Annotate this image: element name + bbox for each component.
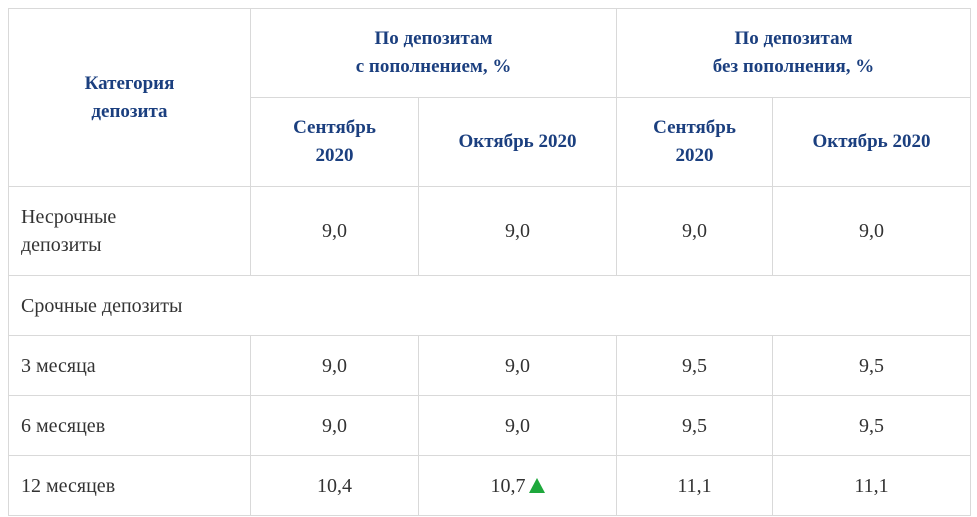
header-cell: Сентябрь 2020 [616,97,774,187]
rate-cell: 10,7 [417,455,618,516]
table-row: 12 месяцев 10,4 10,7 11,1 11,1 [8,455,972,516]
cell-text: 11,1 [854,474,889,497]
rate-cell: 11,1 [772,455,972,516]
header-cell: Категория депозита [8,8,251,187]
rate-cell: 9,5 [772,335,972,396]
cell-text: 9,0 [322,220,347,242]
cell-text: 11,1 [677,474,712,497]
table-row: Несрочные депозиты 9,0 9,0 9,0 9,0 [8,186,972,276]
rate-cell: 9,0 [250,335,419,396]
header-row: Категория депозита По депозитам с пополн… [8,8,972,187]
table-body: Несрочные депозиты 9,0 9,0 9,0 9,0 Срочные де… [7,186,972,516]
cell-text: 12 месяцев [21,474,116,497]
table-row: 6 месяцев 9,0 9,0 9,5 9,5 [8,395,972,456]
cell-text: 9,0 [322,354,347,377]
cell-text: 9,5 [682,414,708,437]
table-row: Срочные депозиты [7,275,972,336]
rates-table: Категория депозита По депозитам с пополн… [7,8,972,516]
rate-cell: 11,1 [616,455,774,516]
row-label: Срочные депозиты [7,275,972,336]
cell-text: 9,0 [859,220,885,242]
cell-text: 9,5 [682,354,708,377]
cell-text: 9,0 [682,220,708,242]
header-cell: По депозитам без пополнения, % [616,8,972,98]
cell-text: 10,4 [317,474,352,497]
rate-cell: 9,0 [417,186,618,276]
header-cell: Сентябрь 2020 [250,97,419,187]
rate-cell: 9,5 [616,395,774,456]
cell-text: Срочные депозиты [21,294,183,317]
cell-text: 10,7 [490,474,526,497]
increase-arrow [528,477,545,493]
rate-cell: 9,0 [417,335,618,396]
header-cell: По депозитам с пополнением, % [249,8,618,98]
cell-text: 9,0 [322,414,347,437]
cell-text: 9,0 [505,414,530,437]
row-label: 3 месяца [8,335,251,396]
cell-text: 9,0 [505,220,530,242]
rate-cell: 9,5 [772,395,972,456]
cell-text: 9,5 [859,354,885,377]
rate-cell: 10,4 [250,455,419,516]
cell-text: 9,0 [505,354,530,377]
header-cell: Октябрь 2020 [772,97,972,187]
row-label: Несрочные депозиты [8,186,251,276]
header-row: Сентябрь 2020 Октябрь 2020 Сентябрь 2020… [9,97,972,187]
header-cell: Октябрь 2020 [417,97,618,187]
rate-cell: 9,0 [250,186,419,276]
cell-text: 3 месяца [21,354,96,377]
table-row: 3 месяца 9,0 9,0 9,5 9,5 [8,335,972,396]
rate-cell: 9,0 [417,395,618,456]
row-label: 6 месяцев [8,395,251,456]
rate-cell: 9,0 [616,186,774,276]
rate-cell: 9,0 [772,186,972,276]
cell-text: 9,5 [859,414,885,437]
rate-cell: 9,5 [616,335,774,396]
rate-cell: 9,0 [250,395,419,456]
cell-text: 6 месяцев [21,414,106,437]
row-label: 12 месяцев [8,455,251,516]
cell-text: Несрочные депозиты [21,206,117,256]
